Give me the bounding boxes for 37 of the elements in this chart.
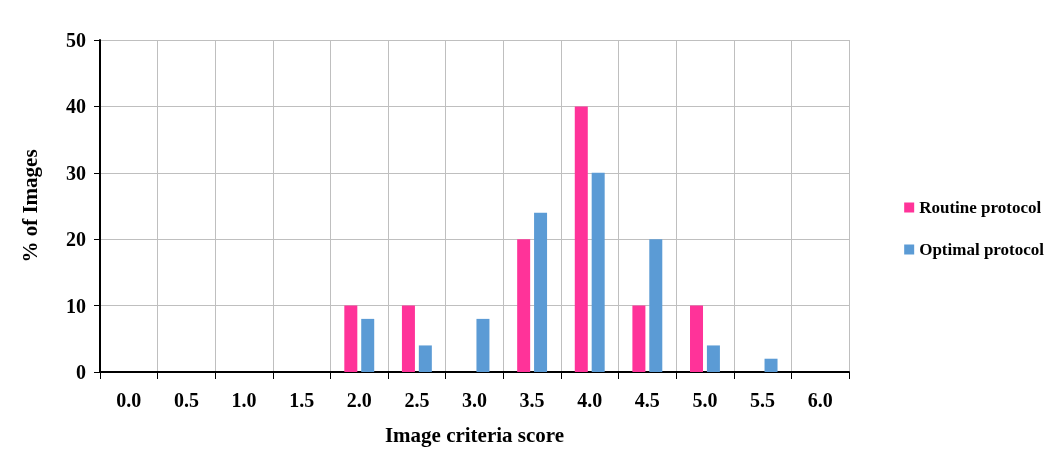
x-tick-label: 1.5 (289, 389, 315, 411)
x-tick-label: 0.0 (116, 389, 142, 411)
x-tick-label: 1.0 (231, 389, 257, 411)
x-tick-label: 2.0 (346, 389, 372, 411)
bar (401, 305, 415, 372)
y-tick-label: 20 (66, 228, 86, 251)
y-axis-title: % of Images (17, 149, 42, 263)
legend-label: Routine protocol (919, 198, 1042, 217)
bar (591, 172, 605, 372)
y-tick-label: 10 (66, 294, 86, 317)
bar (476, 318, 490, 372)
bar (690, 305, 704, 372)
bar (361, 318, 375, 372)
bar (632, 305, 646, 372)
y-tick-label: 30 (66, 161, 86, 184)
bar (344, 305, 358, 372)
bar (574, 106, 588, 372)
bar (764, 358, 778, 372)
bar (649, 239, 663, 372)
x-tick-label: 4.0 (577, 389, 603, 411)
x-tick-label: 5.5 (750, 389, 776, 411)
x-tick-label: 6.0 (807, 389, 833, 411)
bar (517, 239, 531, 372)
x-tick-label: 4.5 (634, 389, 660, 411)
y-tick-label: 0 (76, 361, 86, 383)
x-tick-label: 0.5 (173, 389, 199, 411)
x-tick-label: 3.0 (462, 389, 487, 411)
x-axis-title: Image criteria score (384, 422, 565, 447)
bar (706, 345, 720, 372)
legend-label: Optimal protocol (919, 240, 1045, 259)
x-tick-label: 2.5 (404, 389, 430, 411)
y-tick-label: 40 (66, 95, 86, 118)
bar (418, 345, 432, 372)
y-tick-label: 50 (66, 29, 86, 51)
x-tick-label: 3.5 (519, 389, 545, 411)
x-tick-label: 5.0 (692, 389, 718, 411)
bar (534, 212, 548, 372)
